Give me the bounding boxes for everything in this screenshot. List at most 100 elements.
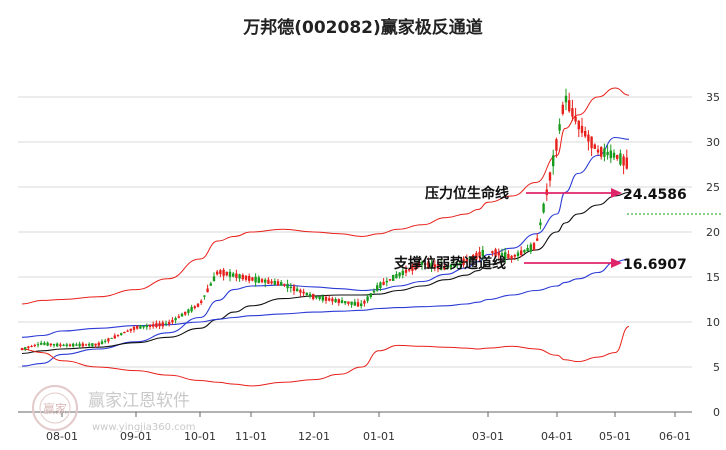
x-tick-label: 10-01 (184, 430, 216, 443)
candle-body (280, 282, 283, 286)
candle-body (257, 277, 260, 283)
watermark: 赢家 赢家江恩软件 www.yingjia360.com (32, 385, 196, 433)
candle-body (46, 342, 49, 346)
candle-body (478, 251, 481, 258)
candle-body (222, 269, 225, 276)
candle-body (542, 203, 545, 213)
candle-body (340, 300, 344, 304)
candle-body (94, 343, 97, 346)
candle-body (472, 254, 475, 261)
annotation-support-value: 16.6907 (623, 257, 687, 273)
candle-body (504, 252, 507, 259)
candle-body (36, 344, 40, 346)
candle-body (65, 344, 68, 347)
candle-body (564, 95, 568, 103)
candle-body (190, 307, 193, 312)
candle-body (184, 311, 187, 315)
candle-body (91, 343, 94, 347)
candle-body (459, 260, 462, 265)
candle-body (228, 271, 232, 277)
candle-body (510, 255, 513, 259)
annotation-support-arrowhead (611, 258, 622, 268)
candle-body (417, 263, 420, 267)
candle-body (33, 345, 36, 347)
candle-body (420, 262, 424, 265)
y-tick-label: 20 (706, 226, 720, 239)
candle-body (596, 149, 600, 153)
candle-body (587, 134, 590, 142)
candle-body (548, 172, 552, 181)
candle-body (206, 288, 209, 293)
candle-body (433, 264, 436, 268)
candle-body (139, 325, 142, 329)
candle-body (84, 344, 88, 346)
candle-body (430, 262, 433, 268)
candle-body (609, 150, 612, 159)
candle-body (356, 302, 360, 307)
candle-body (580, 125, 584, 133)
annotation-resistance: 压力位生命线 24.4586 (425, 185, 687, 203)
candle-body (475, 252, 478, 260)
candle-body (216, 271, 219, 275)
candle-body (363, 300, 366, 304)
candle-body (536, 238, 539, 241)
candle-body (590, 136, 593, 149)
candle-body (209, 283, 212, 286)
candle-body (305, 292, 308, 296)
candle-body (123, 332, 126, 334)
candle-body (219, 270, 222, 275)
candle-body (568, 100, 571, 112)
candles (20, 88, 628, 352)
series-line-upper (21, 87, 630, 305)
candle-body (606, 151, 609, 156)
candle-body (81, 343, 84, 347)
candle-body (142, 325, 145, 328)
candle-body (462, 258, 465, 265)
candle-body (267, 279, 270, 284)
candle-body (376, 285, 379, 291)
candle-body (385, 280, 388, 283)
x-tick-label: 09-01 (120, 430, 152, 443)
annotation-resistance-value: 24.4586 (623, 187, 687, 203)
candle-body (177, 316, 180, 318)
candle-body (97, 342, 100, 346)
candle-body (401, 270, 404, 275)
chart-title: 万邦德(002082)赢家极反通道 (242, 17, 483, 38)
candle-body (427, 261, 430, 269)
candle-body (344, 301, 347, 304)
candle-body (465, 259, 468, 262)
candle-body (113, 335, 116, 339)
candle-body (116, 335, 120, 337)
candle-body (526, 247, 529, 252)
channel-lines (21, 87, 630, 387)
candle-body (286, 283, 289, 289)
candle-body (264, 279, 267, 283)
candle-body (110, 337, 113, 339)
candle-body (30, 345, 33, 347)
candle-body (392, 274, 395, 281)
candle-body (411, 265, 414, 271)
candle-body (248, 275, 251, 281)
candle-body (379, 282, 382, 288)
candle-body (622, 156, 625, 166)
candle-body (452, 264, 456, 267)
y-tick-label: 25 (706, 181, 720, 194)
candle-body (366, 296, 369, 301)
candle-body (443, 265, 446, 270)
candle-body (494, 249, 497, 257)
candle-body (49, 343, 52, 346)
candle-body (235, 273, 238, 278)
candle-body (104, 340, 107, 342)
candle-body (107, 338, 110, 342)
candle-body (155, 323, 158, 328)
candle-body (273, 280, 276, 285)
candle-body (152, 324, 155, 327)
x-tick-label: 04-01 (541, 430, 573, 443)
candle-body (395, 274, 398, 279)
y-tick-label: 30 (706, 136, 720, 149)
candle-body (203, 295, 206, 297)
candle-body (171, 319, 174, 323)
candle-body (196, 303, 200, 307)
candle-body (404, 269, 408, 273)
candle-body (398, 272, 401, 277)
